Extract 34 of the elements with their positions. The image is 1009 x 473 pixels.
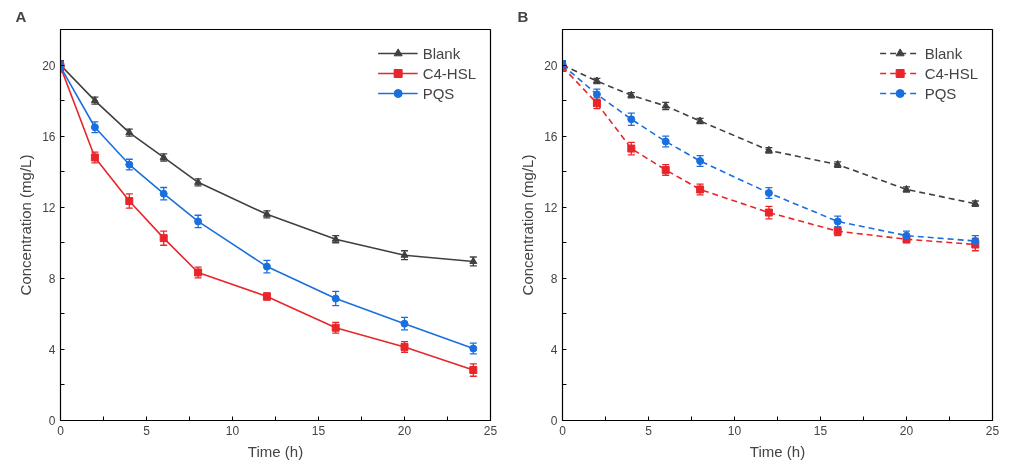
y-tick-label: 0 — [48, 414, 56, 428]
y-axis-title: Concentration (mg/L) — [519, 154, 537, 296]
x-tick-label: 15 — [311, 423, 326, 438]
y-tick-label: 12 — [42, 200, 56, 215]
y-tick-label: 8 — [48, 271, 56, 286]
x-tick-label: 20 — [899, 423, 914, 438]
y-tick-label: 4 — [550, 342, 558, 357]
x-tick-label: 15 — [813, 423, 828, 438]
legend-label: Blank — [422, 44, 461, 62]
legend-label: C4-HSL — [924, 64, 978, 82]
y-tick-label: 16 — [544, 129, 558, 144]
y-tick-label: 12 — [544, 200, 558, 215]
legend-label: PQS — [422, 84, 455, 102]
y-tick-label: 4 — [48, 342, 56, 357]
chart-title: A — [15, 7, 27, 25]
legend-label: PQS — [924, 84, 957, 102]
chart-title: B — [517, 7, 529, 25]
x-tick-label: 25 — [985, 423, 1000, 438]
x-tick-label: 20 — [397, 423, 412, 438]
y-tick-label: 20 — [544, 58, 558, 73]
y-tick-label: 0 — [550, 414, 558, 428]
x-axis-title: Time (h) — [247, 442, 304, 460]
y-axis-title: Concentration (mg/L) — [17, 154, 35, 296]
y-tick-label: 20 — [42, 58, 56, 73]
x-axis-title: Time (h) — [749, 442, 806, 460]
x-tick-label: 10 — [225, 423, 240, 438]
x-tick-label: 5 — [143, 423, 151, 438]
legend-label: C4-HSL — [422, 64, 476, 82]
legend-label: Blank — [924, 44, 963, 62]
y-tick-label: 8 — [550, 271, 558, 286]
x-tick-label: 5 — [645, 423, 653, 438]
x-tick-label: 25 — [483, 423, 498, 438]
y-tick-label: 16 — [42, 129, 56, 144]
x-tick-label: 10 — [727, 423, 742, 438]
